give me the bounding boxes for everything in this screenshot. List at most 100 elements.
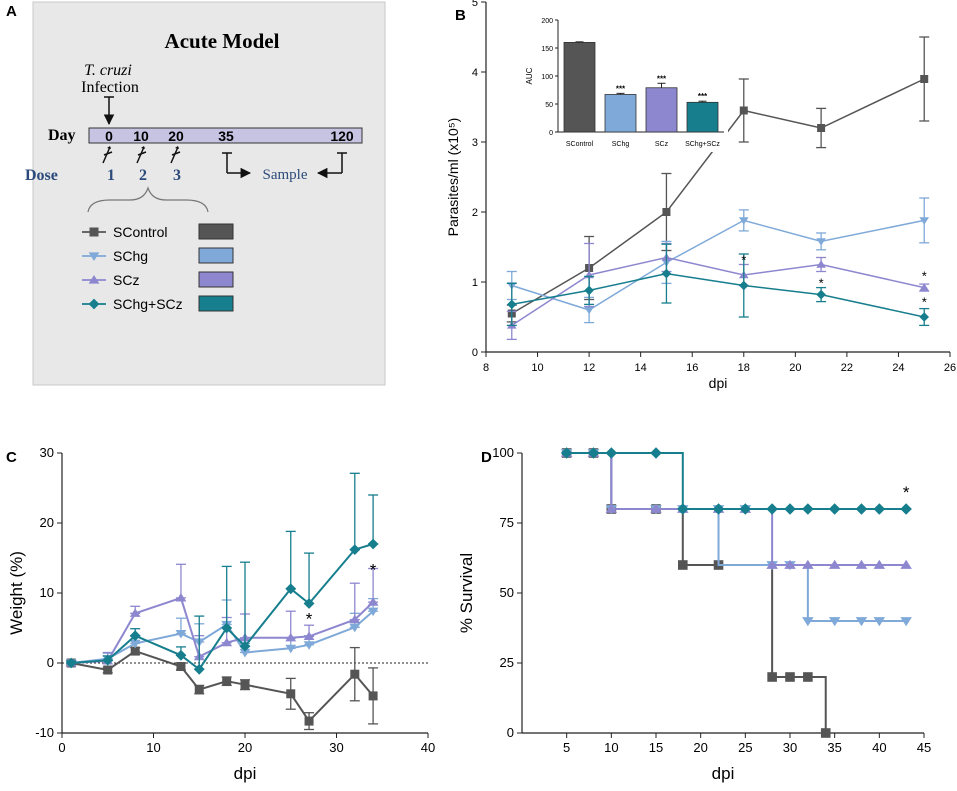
day-10: 10 [133,128,149,144]
legend-marker-scz [88,275,100,284]
y-tick-label: 50 [500,585,514,600]
data-point-schg-scz [650,447,662,459]
x-tick-label: 26 [944,362,956,374]
x-axis-label: dpi [712,764,735,783]
y-tick-label: 1 [472,277,478,289]
series-line-scontrol [70,649,374,723]
data-point-schg [900,617,912,627]
y-tick-label: 10 [40,585,54,600]
significance-star: * [370,561,377,580]
significance-star: * [903,483,910,502]
day-20: 20 [168,128,184,144]
data-point-scz [349,614,361,624]
data-point-scontrol [194,685,204,695]
x-tick-label: 30 [783,740,797,755]
y-tick-label: 0 [472,347,478,359]
data-point-scontrol [920,75,929,83]
x-tick-label: 18 [738,362,750,374]
x-tick-label: 10 [146,740,160,755]
data-point-schg-scz [766,503,778,515]
significance-star: * [922,269,927,284]
data-point-schg-scz [239,640,251,652]
data-point-schg-scz [193,663,205,675]
data-point-scontrol [803,672,813,682]
x-tick-label: 0 [58,740,65,755]
data-point-scz [175,592,187,602]
data-point-schg-scz [739,503,752,515]
data-point-schg-scz [816,289,826,300]
data-point-schg-scz [587,447,600,459]
series-line-schg-scz [71,543,374,671]
y-tick-label: 4 [472,67,478,79]
dose-label: Dose [25,167,58,184]
data-point-schg-scz [919,312,930,322]
inset-bar-scz [645,87,678,133]
data-point-scontrol [678,560,688,570]
y-tick-label: -10 [35,725,54,740]
y-tick-label: 25 [500,655,514,670]
data-point-schg [175,630,187,639]
data-point-schg-scz [661,268,672,279]
x-tick-label: 12 [583,362,595,374]
inset-bar-schg-scz [686,101,719,133]
legend-label-schg-scz: SChg+SCz [113,296,183,312]
y-tick-label: 30 [40,445,54,460]
data-point-scz [285,632,297,642]
data-point-schg [855,617,868,627]
inset-y-tick-label: 50 [545,102,553,109]
data-point-schg-scz [712,503,725,515]
y-tick-label: 2 [472,207,478,219]
series-line-schg [71,610,374,664]
data-point-schg-scz [738,280,749,291]
legend: SControl SChg SCz SChg+SCz [82,223,234,312]
y-tick-label: 0 [507,725,514,740]
x-tick-label: 30 [329,740,343,755]
data-point-scontrol [286,689,296,699]
y-tick-label: 5 [472,0,478,9]
data-point-scz [802,559,814,569]
inset-category-label: SControl [566,141,594,148]
data-point-schg-scz [900,503,912,515]
data-point-schg [584,306,594,315]
data-point-schg [349,623,361,633]
data-point-schg [303,641,315,650]
legend-swatch-scz [198,271,234,288]
y-tick-label: 0 [47,655,54,670]
data-point-schg [239,648,251,658]
inset-category-label: SCz [655,141,669,148]
legend-label-schg: SChg [113,248,148,264]
day-label: Day [48,127,76,144]
data-point-schg-scz [855,503,868,515]
data-point-schg [919,217,930,225]
data-point-schg-scz [65,657,77,669]
x-tick-label: 25 [738,740,752,755]
legend-swatch-schg-scz [198,295,234,312]
x-tick-label: 45 [917,740,931,755]
dose-3: 3 [173,167,181,184]
x-tick-label: 40 [421,740,435,755]
data-point-scontrol [130,646,140,656]
data-point-scz [873,559,886,569]
inset-significance: *** [616,84,626,93]
dose-syringe-icon [170,146,181,164]
data-point-scontrol [767,672,777,682]
day-120: 120 [330,128,354,144]
data-point-scontrol [368,691,378,701]
x-axis-label: dpi [709,375,728,391]
series-line-schg-scz [511,272,925,318]
data-point-schg-scz [102,654,114,666]
data-point-schg [816,238,826,246]
inset-y-tick-label: 150 [541,46,553,53]
data-point-scz [816,260,826,268]
data-point-schg-scz [129,630,141,642]
sample-bracket [222,152,347,179]
data-point-schg [129,639,141,649]
x-tick-label: 5 [563,740,570,755]
data-point-scz [650,503,662,513]
data-point-schg-scz [605,447,618,459]
data-point-scontrol [817,124,826,132]
data-point-scz [828,559,841,569]
inset-y-axis-label: AUC [525,67,534,84]
legend-swatch-scontrol [198,223,234,240]
timeline-bar [88,127,363,144]
